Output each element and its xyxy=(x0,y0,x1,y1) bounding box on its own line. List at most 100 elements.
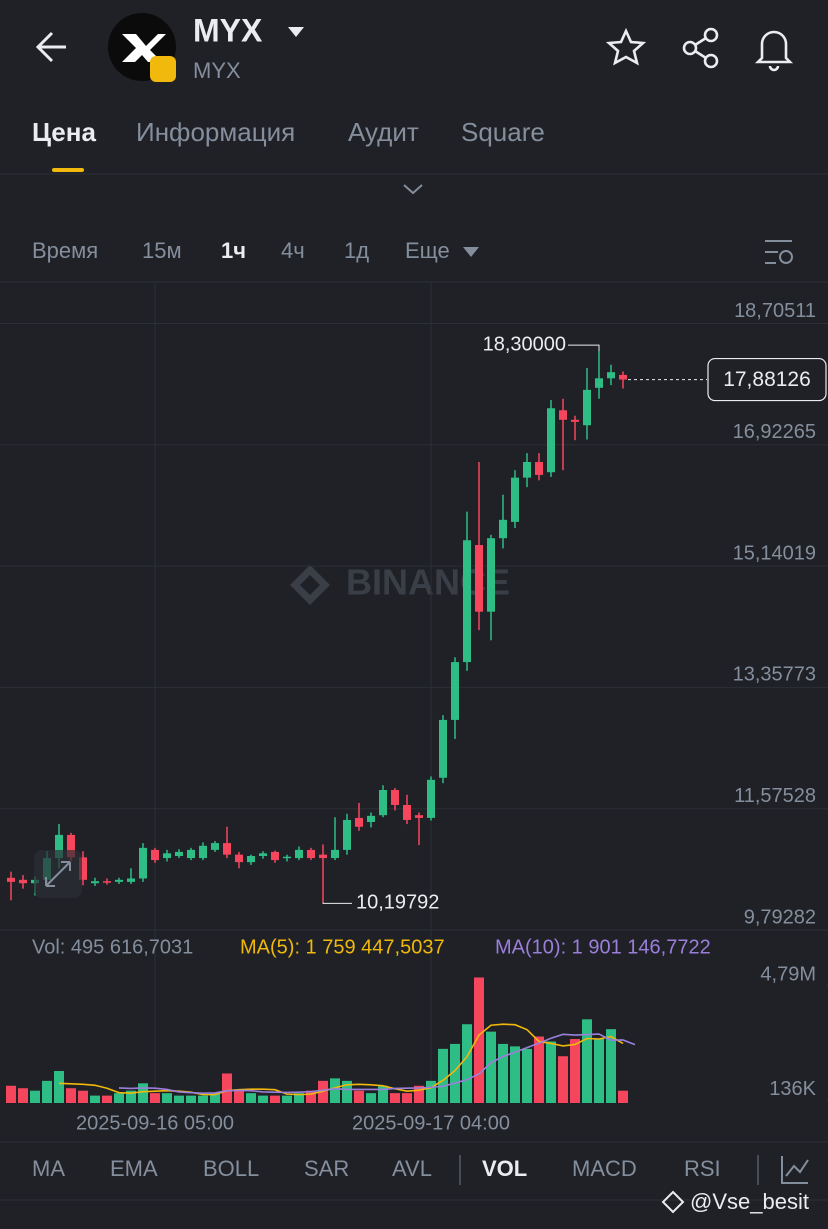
interval[interactable]: 1д xyxy=(344,238,369,263)
volume-bar xyxy=(426,1080,436,1103)
candle-body xyxy=(607,372,615,379)
tab[interactable]: Цена xyxy=(32,117,96,147)
volume-bar xyxy=(6,1085,16,1103)
last-price-box xyxy=(707,357,827,402)
candle-body xyxy=(619,374,627,380)
volume-bar xyxy=(90,1095,100,1103)
indicator[interactable]: AVL xyxy=(392,1156,432,1181)
candle-body xyxy=(427,779,435,818)
volume-bar xyxy=(330,1078,340,1103)
y-tick-label: 18,70511 xyxy=(734,300,816,322)
volume-bar xyxy=(30,1090,40,1103)
volume-bar xyxy=(534,1036,544,1103)
indicator[interactable]: MACD xyxy=(572,1156,637,1181)
candle-body xyxy=(307,849,315,859)
max-label: 18,30000 xyxy=(483,333,566,355)
volume-bar xyxy=(42,1080,52,1103)
volume-bar xyxy=(54,1071,64,1103)
candle-body xyxy=(331,849,339,859)
volume-bar xyxy=(162,1093,172,1103)
volume-bar xyxy=(210,1093,220,1103)
volume-bar xyxy=(450,1043,460,1103)
candle-body xyxy=(247,856,255,863)
y-tick-label: 13,35773 xyxy=(733,664,816,686)
share-button[interactable] xyxy=(682,27,719,69)
tab[interactable]: Информация xyxy=(136,117,295,147)
volume-bar xyxy=(474,977,484,1103)
volume-bar xyxy=(174,1095,184,1103)
tab[interactable]: Аудит xyxy=(348,117,419,147)
dropdown-caret[interactable] xyxy=(288,27,304,37)
interval[interactable]: 4ч xyxy=(281,238,305,263)
volume-bar xyxy=(546,1041,556,1103)
candle-body xyxy=(91,881,99,884)
candle-body xyxy=(367,815,375,822)
indicator[interactable]: EMA xyxy=(110,1156,158,1181)
candle-body xyxy=(583,389,591,426)
candle-body xyxy=(223,843,231,855)
back-button[interactable] xyxy=(35,31,66,63)
volume-bar xyxy=(606,1029,616,1103)
candle-body xyxy=(475,545,483,612)
y-tick-label: 16,92265 xyxy=(733,421,816,443)
candle-body xyxy=(295,849,303,859)
candle-body xyxy=(571,419,579,422)
volume-bar xyxy=(66,1088,76,1103)
volume-bar xyxy=(102,1095,112,1103)
volume-bar xyxy=(306,1090,316,1103)
min-pointer xyxy=(322,902,352,904)
interval[interactable]: 1ч xyxy=(221,238,246,263)
tab[interactable]: Square xyxy=(461,117,545,147)
x-tick-label: 2025-09-17 04:00 xyxy=(352,1112,510,1134)
fullscreen-icon xyxy=(45,861,71,887)
candle-body xyxy=(187,849,195,859)
indicator[interactable]: MA xyxy=(32,1156,65,1181)
volume-bar xyxy=(582,1019,592,1103)
y-tick-label: 4,79M xyxy=(760,963,816,985)
readout: Vol: 495 616,7031 xyxy=(32,936,193,958)
expand-chevron[interactable] xyxy=(403,184,423,195)
candle-body xyxy=(535,461,543,475)
token-subtitle: MYX xyxy=(193,58,241,83)
candle-body xyxy=(319,854,327,859)
candle-body xyxy=(79,857,87,880)
volume-bar xyxy=(570,1039,580,1103)
interval[interactable]: Время xyxy=(32,238,98,263)
candle-body xyxy=(403,804,411,820)
interval[interactable]: Еще xyxy=(405,238,450,263)
volume-bar xyxy=(486,1031,496,1103)
candle-body xyxy=(271,851,279,861)
interval[interactable]: 15м xyxy=(142,238,182,263)
indicator[interactable]: SAR xyxy=(304,1156,349,1181)
y-tick-label: 15,14019 xyxy=(733,542,816,564)
readout: MA(10): 1 901 146,7722 xyxy=(495,936,711,958)
volume-bar xyxy=(402,1093,412,1103)
volume-bar xyxy=(510,1046,520,1103)
candle-body xyxy=(487,538,495,612)
volume-bar xyxy=(186,1095,196,1103)
volume-bar xyxy=(294,1093,304,1103)
volume-bar xyxy=(462,1024,472,1103)
volume-bar xyxy=(594,1039,604,1103)
indicator[interactable]: VOL xyxy=(482,1156,527,1181)
volume-bar xyxy=(498,1043,508,1103)
volume-bar xyxy=(354,1090,364,1103)
candle-body xyxy=(439,719,447,778)
alert-button[interactable] xyxy=(754,30,794,72)
volume-bar xyxy=(234,1090,244,1103)
y-tick-label: 11,57528 xyxy=(734,785,816,807)
candle-body xyxy=(211,843,219,850)
indicator[interactable]: RSI xyxy=(684,1156,721,1181)
indicator[interactable]: BOLL xyxy=(203,1156,259,1181)
readout: MA(5): 1 759 447,5037 xyxy=(240,936,445,958)
favorite-button[interactable] xyxy=(605,27,647,66)
volume-bar xyxy=(138,1083,148,1103)
volume-bar xyxy=(378,1085,388,1103)
candle-body xyxy=(559,410,567,420)
volume-bar xyxy=(342,1080,352,1103)
candle-body xyxy=(355,817,363,827)
candle-body xyxy=(499,519,507,539)
indicator-settings[interactable] xyxy=(781,1156,809,1184)
chart-settings[interactable] xyxy=(765,240,793,264)
